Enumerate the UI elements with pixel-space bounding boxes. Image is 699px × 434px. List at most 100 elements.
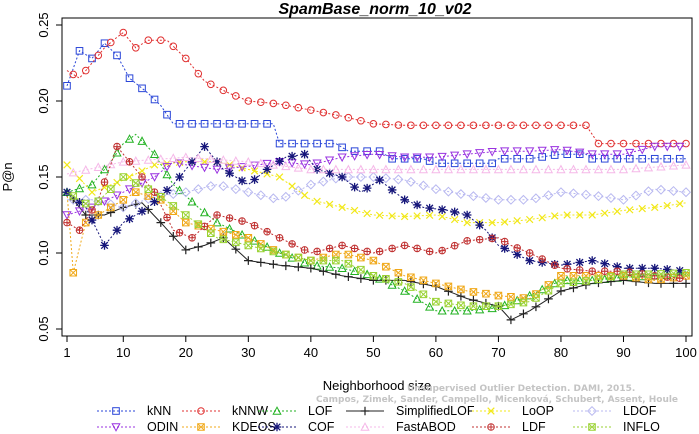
data-point-ldof: [605, 192, 616, 203]
data-point-loop: [588, 211, 596, 219]
data-point-odin: [337, 153, 347, 163]
data-point-odin: [237, 163, 247, 172]
data-point-ldf: [663, 273, 672, 281]
data-point-cof: [662, 265, 672, 274]
data-point-inflo: [532, 294, 540, 302]
data-point-fastabod: [656, 161, 666, 171]
data-point-simplifiedlof: [281, 261, 291, 271]
data-point-fastabod: [393, 164, 404, 174]
data-point-knnw: [619, 139, 628, 148]
data-point-odin: [587, 150, 597, 160]
data-point-lof: [337, 263, 347, 272]
data-point-simplifiedlof: [306, 263, 316, 273]
data-point-lof: [174, 185, 185, 195]
legend-swatch-marker: [272, 406, 282, 415]
data-point-knnw: [444, 121, 453, 130]
data-point-ldf: [263, 228, 271, 236]
data-point-lof: [149, 149, 160, 158]
data-point-loop: [600, 209, 609, 217]
x-tick-label: 40: [304, 345, 318, 360]
data-point-odin: [512, 147, 522, 157]
data-point-ldof: [268, 193, 279, 204]
data-point-odin: [550, 146, 560, 155]
data-point-knn: [250, 120, 259, 128]
data-point-ldf: [425, 247, 434, 256]
data-point-lof: [437, 305, 447, 315]
data-point-ldf: [525, 249, 534, 257]
data-point-simplifiedlof: [506, 315, 516, 325]
legend-label-lof: LOF: [308, 404, 333, 418]
data-point-fastabod: [618, 164, 629, 174]
data-point-knn: [325, 139, 334, 148]
data-point-loop: [538, 214, 546, 222]
data-point-knn: [650, 154, 659, 163]
data-point-fastabod: [443, 164, 454, 174]
data-point-inflo: [419, 290, 428, 299]
data-point-odin: [537, 146, 547, 156]
data-point-fastabod: [218, 155, 228, 164]
data-point-fastabod: [256, 158, 266, 168]
data-point-ldf: [438, 246, 446, 255]
legend-swatch-marker: [586, 405, 598, 417]
data-point-cof: [637, 263, 647, 273]
data-point-inflo: [519, 298, 528, 307]
data-point-simplifiedlof: [456, 291, 466, 301]
data-point-ldf: [63, 218, 71, 227]
data-point-fastabod: [318, 164, 328, 174]
data-point-knnw: [394, 121, 403, 129]
data-point-lof: [387, 280, 397, 289]
axis-layer: 0.05 0.10 0.15 0.20 0.25 1 10 20 30 40 50 60 70 80 90 1…: [36, 12, 697, 360]
data-point-loop: [288, 182, 296, 190]
data-point-knnw: [332, 111, 340, 119]
legend-item-knnw: kNNW: [182, 404, 268, 418]
data-point-fastabod: [418, 164, 429, 174]
data-point-inflo: [369, 272, 378, 280]
data-point-ldof: [180, 187, 191, 198]
data-point-knnw: [207, 80, 215, 89]
data-point-ldf: [188, 234, 196, 242]
data-point-ldf: [100, 178, 109, 186]
data-point-knnw: [269, 99, 278, 108]
data-point-loop: [563, 211, 571, 219]
data-point-ldof: [255, 190, 266, 201]
data-point-odin: [675, 142, 685, 152]
data-point-odin: [412, 153, 422, 163]
data-point-kdeos: [394, 268, 403, 277]
data-point-knnw: [131, 44, 140, 52]
data-point-fastabod: [268, 159, 278, 169]
data-point-ldof: [205, 181, 216, 192]
data-point-lof: [400, 286, 410, 295]
data-point-knn: [113, 51, 121, 60]
data-point-ldf: [150, 188, 159, 196]
data-point-ldf: [488, 234, 496, 243]
data-point-loop: [400, 212, 409, 221]
data-point-lof: [475, 304, 485, 314]
data-point-simplifiedlof: [294, 262, 303, 272]
data-point-lof: [450, 305, 460, 315]
series-ldof: [67, 171, 692, 213]
data-point-ldf: [125, 158, 134, 166]
data-point-ldf: [338, 241, 346, 250]
data-point-lof: [425, 301, 435, 311]
data-point-ldf: [175, 229, 184, 237]
data-point-knn: [338, 143, 346, 152]
data-point-odin: [99, 197, 110, 207]
data-point-fastabod: [368, 164, 379, 174]
data-point-odin: [400, 153, 410, 163]
data-point-odin: [224, 164, 235, 174]
data-point-cof: [475, 220, 484, 230]
data-point-fastabod: [343, 164, 353, 174]
data-point-cof: [87, 215, 97, 225]
data-point-knnw: [294, 103, 303, 112]
legend-swatch-marker: [588, 423, 596, 431]
data-point-ldof: [380, 173, 391, 184]
data-point-odin: [450, 151, 460, 161]
data-point-ldof: [305, 179, 316, 190]
data-point-cof: [225, 168, 234, 178]
data-point-loop: [388, 212, 396, 220]
data-point-odin: [287, 159, 297, 168]
data-point-inflo: [332, 256, 340, 265]
data-point-inflo: [594, 275, 603, 283]
data-point-ldof: [643, 186, 654, 197]
data-point-ldf: [600, 267, 609, 275]
